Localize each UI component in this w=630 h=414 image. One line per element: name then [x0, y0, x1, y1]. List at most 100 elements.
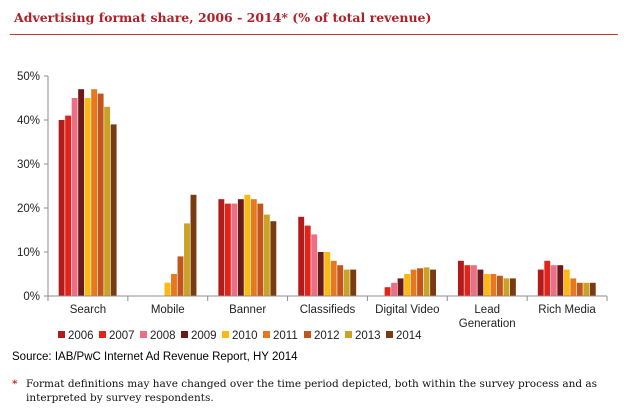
bar-group [537, 260, 596, 296]
legend-label: 2012 [314, 330, 340, 342]
y-axis: 0% 10% 20% 30% 40% 50% [17, 71, 49, 303]
x-tick-label: Digital Video [375, 304, 439, 316]
bar [589, 282, 596, 296]
x-tick-label: Lead Generation [459, 304, 516, 330]
legend-swatch [304, 331, 311, 338]
bar [244, 194, 251, 296]
legend-item: 2014 [386, 330, 422, 342]
bar [324, 252, 331, 296]
bar [218, 199, 225, 296]
legend-label: 2014 [396, 330, 422, 342]
bar [410, 269, 417, 296]
bar [270, 221, 277, 296]
bar [171, 274, 177, 296]
y-tick-label: 50% [17, 71, 40, 83]
title-divider [10, 34, 618, 35]
bar [563, 269, 570, 296]
bar [58, 120, 65, 296]
x-axis: Search Mobile Banner Classifieds Digital Vid… [47, 295, 608, 330]
bar [224, 203, 231, 296]
legend-swatch [222, 331, 229, 338]
bar [483, 274, 490, 296]
legend-label: 2007 [109, 330, 135, 342]
legend-item: 2008 [140, 330, 176, 342]
bar [457, 260, 464, 296]
bar [337, 265, 344, 296]
bar [477, 269, 484, 296]
y-tick-label: 0% [23, 291, 40, 303]
bar [65, 115, 72, 296]
bar [317, 252, 324, 296]
bar [304, 225, 311, 296]
bar-chart: 0% 10% 20% 30% 40% 50% Search Mobile Banner Clas… [17, 71, 608, 342]
bar [537, 269, 544, 296]
bar [470, 265, 477, 296]
bar [557, 265, 564, 296]
y-tick-label: 10% [17, 247, 40, 259]
bar [190, 194, 197, 296]
bar-group [164, 194, 197, 296]
bar-group [384, 267, 437, 296]
legend-item: 2012 [304, 330, 340, 342]
bar [97, 93, 104, 296]
legend-swatch [386, 331, 393, 338]
bar [544, 260, 551, 296]
legend-item: 2009 [181, 330, 217, 342]
bar [350, 269, 357, 296]
legend-swatch [263, 331, 270, 338]
legend-swatch [58, 331, 65, 338]
y-tick-label: 20% [17, 203, 40, 215]
bar [404, 274, 411, 296]
bar [423, 267, 430, 296]
footnote-text: Format definitions may have changed over… [26, 378, 598, 404]
bar [550, 265, 557, 296]
legend-label: 2008 [150, 330, 176, 342]
bar [343, 269, 350, 296]
bar [263, 214, 270, 296]
bar [583, 282, 590, 296]
legend-item: 2006 [58, 330, 94, 342]
bar [237, 199, 244, 296]
bar [184, 223, 190, 296]
bar [164, 282, 171, 296]
bar [257, 203, 264, 296]
x-tick-label: Search [70, 304, 106, 316]
bar [311, 234, 318, 296]
y-tick-label: 30% [17, 159, 40, 171]
bar [490, 274, 497, 296]
bar [298, 216, 305, 296]
bar-group [457, 260, 516, 296]
bar [330, 260, 337, 296]
legend-label: 2006 [68, 330, 94, 342]
chart-title: Advertising format share, 2006 - 2014* (… [14, 10, 432, 25]
bar-groups [58, 89, 596, 297]
x-tick-label: Rich Media [538, 304, 596, 316]
bar [84, 98, 91, 296]
legend-label: 2010 [232, 330, 258, 342]
legend-swatch [181, 331, 188, 338]
bar [503, 278, 510, 296]
bar [231, 203, 238, 296]
bar [570, 278, 577, 296]
bar-group [58, 89, 117, 297]
bar [430, 269, 437, 296]
bar [91, 89, 98, 296]
legend-swatch [140, 331, 147, 338]
y-tick-label: 40% [17, 115, 40, 127]
footnote: * Format definitions may have changed ov… [12, 377, 618, 405]
bar-group [298, 216, 357, 296]
bar [397, 278, 404, 296]
footnote-marker: * [12, 378, 18, 390]
bar [250, 199, 257, 296]
legend-label: 2013 [355, 330, 381, 342]
legend-item: 2013 [345, 330, 381, 342]
legend-item: 2007 [99, 330, 135, 342]
legend: 2006 2007 2008 2009 2010 2011 2012 2013 2014 [58, 330, 422, 342]
x-tick-label: Banner [229, 304, 266, 316]
legend-item: 2011 [263, 330, 298, 342]
bar [384, 287, 391, 296]
legend-label: 2009 [191, 330, 217, 342]
x-tick-label: Classifieds [300, 304, 356, 316]
bar [110, 124, 117, 297]
bar-group [218, 194, 277, 296]
